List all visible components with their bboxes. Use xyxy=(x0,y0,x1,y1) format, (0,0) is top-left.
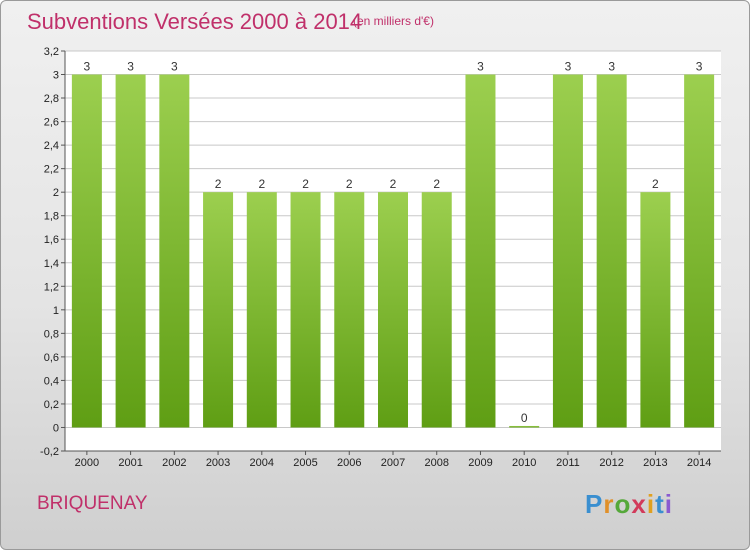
bar-value-label: 3 xyxy=(127,60,134,74)
y-tick-label: 2,4 xyxy=(44,140,59,152)
y-tick-label: 1,4 xyxy=(44,258,59,270)
y-tick-label: 0,2 xyxy=(44,399,59,411)
x-tick-label: 2000 xyxy=(75,457,99,469)
bar xyxy=(640,192,671,428)
y-tick-label: 1,8 xyxy=(44,211,59,223)
x-tick-label: 2009 xyxy=(468,457,492,469)
x-tick-label: 2007 xyxy=(381,457,405,469)
bar-value-label: 0 xyxy=(521,411,528,425)
bar xyxy=(115,74,146,428)
bar xyxy=(465,74,496,428)
y-tick-label: 3,2 xyxy=(44,46,59,58)
y-tick-label: 0,6 xyxy=(44,352,59,364)
place-name: BRIQUENAY xyxy=(37,493,148,514)
bar xyxy=(246,192,277,428)
x-tick-label: 2003 xyxy=(206,457,230,469)
bar-value-label: 2 xyxy=(390,177,397,191)
bar-value-label: 2 xyxy=(433,177,440,191)
y-tick-label: 0,8 xyxy=(44,328,59,340)
bar xyxy=(509,425,540,428)
bar xyxy=(421,192,452,428)
bar-value-label: 3 xyxy=(696,60,703,74)
x-tick-label: 2014 xyxy=(687,457,711,469)
y-tick-label: -0,2 xyxy=(40,446,59,458)
bar-value-label: 3 xyxy=(608,60,615,74)
bar-value-label: 2 xyxy=(258,177,265,191)
y-tick-label: 2 xyxy=(53,187,59,199)
y-tick-label: 0 xyxy=(53,422,59,434)
bar xyxy=(334,192,365,428)
bar xyxy=(71,74,102,428)
x-tick-label: 2013 xyxy=(643,457,667,469)
bar xyxy=(203,192,234,428)
bar-value-label: 2 xyxy=(652,177,659,191)
y-tick-label: 2,6 xyxy=(44,117,59,129)
x-tick-label: 2004 xyxy=(250,457,274,469)
y-tick-label: 2,8 xyxy=(44,93,59,105)
bar-value-label: 3 xyxy=(84,60,91,74)
bar-value-label: 2 xyxy=(346,177,353,191)
bar xyxy=(290,192,321,428)
bar-value-label: 3 xyxy=(565,60,572,74)
x-tick-label: 2012 xyxy=(599,457,623,469)
bar xyxy=(596,74,627,428)
y-tick-label: 2,2 xyxy=(44,164,59,176)
proxiti-logo[interactable]: Proxiti xyxy=(585,489,673,519)
chart-subtitle: (en milliers d'€) xyxy=(353,14,434,28)
x-tick-label: 2010 xyxy=(512,457,536,469)
x-tick-label: 2005 xyxy=(293,457,317,469)
x-tick-label: 2001 xyxy=(118,457,142,469)
y-tick-label: 1,6 xyxy=(44,234,59,246)
bar xyxy=(552,74,583,428)
y-tick-label: 0,4 xyxy=(44,375,59,387)
x-tick-label: 2008 xyxy=(424,457,448,469)
bar-value-label: 2 xyxy=(215,177,222,191)
y-tick-label: 1 xyxy=(53,305,59,317)
bar-value-label: 3 xyxy=(477,60,484,74)
bar-value-label: 3 xyxy=(171,60,178,74)
chart-title: Subventions Versées 2000 à 2014 xyxy=(27,9,363,34)
x-tick-label: 2006 xyxy=(337,457,361,469)
y-tick-label: 3 xyxy=(53,70,59,82)
x-tick-label: 2011 xyxy=(556,457,580,469)
bar xyxy=(159,74,190,428)
x-tick-label: 2002 xyxy=(162,457,186,469)
y-tick-label: 1,2 xyxy=(44,281,59,293)
bar-value-label: 2 xyxy=(302,177,309,191)
bar xyxy=(684,74,715,428)
bar xyxy=(378,192,408,428)
